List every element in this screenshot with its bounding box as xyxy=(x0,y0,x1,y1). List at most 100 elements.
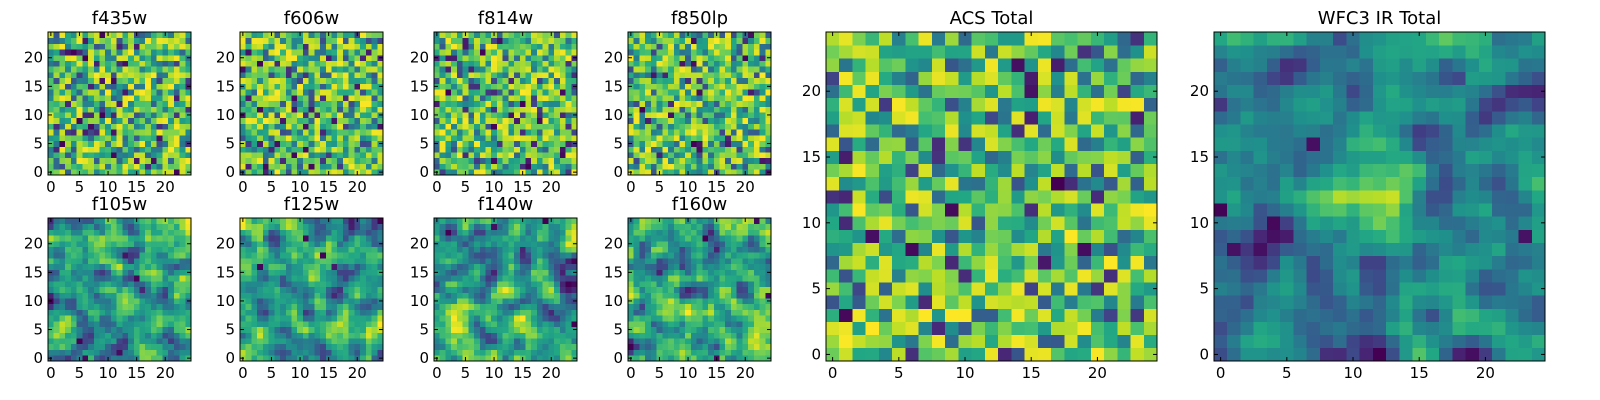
heatmap-cell xyxy=(508,72,515,79)
heatmap-cell xyxy=(685,338,692,345)
heatmap-cell xyxy=(245,134,252,142)
heatmap-cell xyxy=(496,263,504,270)
heatmap-cell xyxy=(162,49,169,56)
heatmap-cell xyxy=(633,269,640,276)
panel-title: f606w xyxy=(284,8,339,29)
heatmap-cell xyxy=(753,355,760,362)
heatmap-cell xyxy=(525,169,532,176)
heatmap-cell xyxy=(65,263,72,270)
heatmap-cell xyxy=(439,89,446,96)
heatmap-cell xyxy=(491,140,498,147)
heatmap-cell xyxy=(748,157,755,164)
heatmap-cell xyxy=(110,140,118,147)
heatmap-cell xyxy=(371,252,378,259)
heatmap-cell xyxy=(337,275,344,282)
heatmap-cell xyxy=(257,100,264,107)
heatmap-cell xyxy=(342,332,350,339)
heatmap-cell xyxy=(474,43,481,50)
heatmap-cell xyxy=(702,60,709,67)
heatmap-cell xyxy=(690,326,698,333)
heatmap-cell xyxy=(730,326,738,333)
heatmap-cell xyxy=(257,303,264,310)
heatmap-cell xyxy=(536,94,544,102)
heatmap-cell xyxy=(262,123,269,130)
heatmap-cell xyxy=(365,240,372,247)
heatmap-cell xyxy=(730,163,738,170)
x-tick-label: 10 xyxy=(99,178,118,196)
heatmap-cell xyxy=(156,129,163,136)
heatmap-cell xyxy=(70,258,77,265)
heatmap-cell xyxy=(679,338,686,345)
heatmap-cell xyxy=(456,54,463,61)
heatmap-cell xyxy=(662,37,669,44)
heatmap-cell xyxy=(730,112,738,119)
heatmap-cell xyxy=(690,89,698,96)
heatmap-cell xyxy=(280,349,287,356)
heatmap-cell xyxy=(679,326,686,333)
heatmap-cell xyxy=(116,32,123,39)
heatmap-cell xyxy=(462,37,469,44)
heatmap-cell xyxy=(451,343,458,350)
heatmap-cell xyxy=(365,280,372,288)
heatmap-cell xyxy=(342,134,350,142)
heatmap-cell xyxy=(122,43,129,50)
heatmap-cell xyxy=(65,355,72,362)
heatmap-cell xyxy=(173,94,180,102)
heatmap-cell xyxy=(76,94,83,102)
heatmap-cell xyxy=(485,303,492,310)
heatmap-cell xyxy=(116,146,123,153)
heatmap-cell xyxy=(145,246,152,253)
heatmap-cell xyxy=(554,343,561,350)
heatmap-cell xyxy=(628,146,635,153)
heatmap-cell xyxy=(502,292,509,299)
heatmap-cell xyxy=(645,83,652,90)
heatmap-cell xyxy=(308,146,315,153)
heatmap-cell xyxy=(70,338,77,345)
heatmap-cell xyxy=(173,275,180,282)
x-tick-label: 10 xyxy=(485,364,504,382)
heatmap-cell xyxy=(274,349,281,356)
heatmap-cell xyxy=(445,332,452,339)
heatmap-cell xyxy=(48,77,55,84)
heatmap-cell xyxy=(122,320,129,328)
heatmap-cell xyxy=(559,240,566,247)
heatmap-cell xyxy=(348,54,355,61)
heatmap-cell xyxy=(485,326,492,333)
heatmap-cell xyxy=(502,343,509,350)
heatmap-cell xyxy=(736,163,743,170)
heatmap-cell xyxy=(685,292,692,299)
heatmap-cell xyxy=(725,112,732,119)
heatmap-cell xyxy=(371,152,378,159)
heatmap-cell xyxy=(59,252,66,259)
heatmap-cell xyxy=(639,32,646,39)
heatmap-cell xyxy=(725,49,732,56)
heatmap-cell xyxy=(451,349,458,356)
heatmap-cell xyxy=(485,240,492,247)
heatmap-cell xyxy=(525,286,532,293)
heatmap-cell xyxy=(48,66,55,73)
heatmap-cell xyxy=(371,37,378,44)
heatmap-cell xyxy=(365,275,372,282)
heatmap-cell xyxy=(93,77,100,84)
heatmap-cell xyxy=(633,320,640,328)
heatmap-cell xyxy=(291,343,298,350)
heatmap-cell xyxy=(662,106,669,113)
heatmap-cell xyxy=(70,343,77,350)
heatmap-cell xyxy=(88,146,95,153)
heatmap-cell xyxy=(308,240,315,247)
heatmap-cell xyxy=(725,37,732,44)
heatmap-cell xyxy=(168,43,175,50)
heatmap-cell xyxy=(536,152,544,159)
heatmap-cell xyxy=(354,37,361,44)
heatmap-cell xyxy=(639,106,646,113)
heatmap-cell xyxy=(240,280,247,288)
heatmap-cell xyxy=(730,343,738,350)
heatmap-cell xyxy=(639,94,646,102)
heatmap-cell xyxy=(536,49,544,56)
heatmap-cell xyxy=(736,43,743,50)
heatmap-cell xyxy=(342,140,350,147)
heatmap-cell xyxy=(365,303,372,310)
heatmap-cell xyxy=(93,303,100,310)
heatmap-cell xyxy=(53,355,60,362)
heatmap-cell xyxy=(451,320,458,328)
